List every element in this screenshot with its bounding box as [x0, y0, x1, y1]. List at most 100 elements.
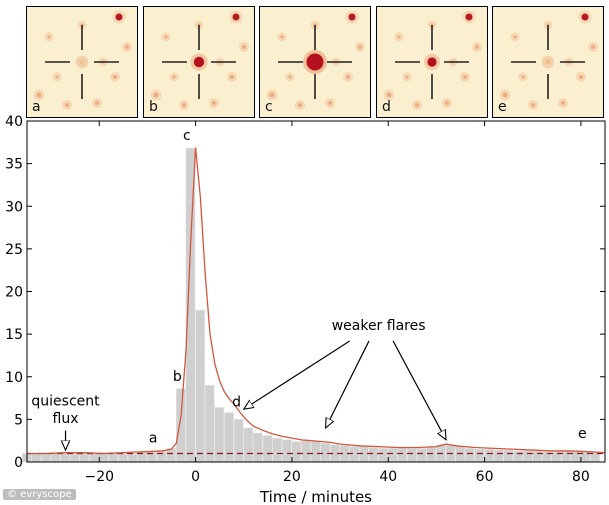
annotation-arrow: [244, 340, 351, 409]
panel-label: b: [149, 99, 158, 115]
panel-image: [266, 10, 365, 110]
background-star: [346, 75, 350, 79]
background-star: [212, 101, 216, 105]
y-tick-label: 5: [14, 412, 23, 428]
histogram-bar: [310, 441, 321, 463]
background-star: [288, 75, 292, 79]
panel-label: c: [265, 99, 273, 115]
background-star: [445, 101, 449, 105]
background-star: [521, 75, 525, 79]
panel-label: a: [32, 99, 41, 115]
background-star: [397, 35, 401, 39]
background-star: [153, 92, 159, 98]
x-tick-label: −20: [84, 469, 114, 485]
background-star: [125, 45, 129, 49]
histogram-bar: [204, 385, 215, 463]
histogram-bar: [503, 449, 514, 463]
histogram-bar: [493, 449, 504, 463]
point-label: c: [183, 128, 191, 144]
background-star: [182, 103, 186, 107]
histogram-bar: [282, 439, 292, 463]
histogram-bar: [243, 427, 254, 463]
y-tick-label: 25: [5, 242, 23, 258]
histogram-bar: [561, 450, 571, 463]
background-star: [328, 101, 332, 105]
background-star: [581, 13, 589, 21]
histogram-bar: [224, 412, 234, 463]
histogram-bar: [320, 442, 331, 463]
histogram-bar: [176, 388, 186, 463]
point-label: d: [232, 395, 241, 411]
background-star: [242, 45, 246, 49]
target-star: [79, 59, 85, 65]
point-label: b: [173, 369, 182, 385]
background-star: [172, 75, 176, 79]
panel-image: [383, 10, 482, 110]
annotation-text: quiescent: [31, 394, 100, 410]
histogram-bar: [426, 447, 437, 463]
histogram-bar: [388, 448, 398, 463]
image-panel-c: c: [259, 6, 371, 118]
credit-label: © evryscope: [3, 489, 76, 500]
histogram-bar: [60, 453, 70, 463]
background-star: [55, 75, 59, 79]
target-star: [193, 56, 205, 68]
y-tick-label: 0: [14, 455, 23, 471]
image-panel-e: e: [492, 6, 604, 118]
histogram-bar: [118, 453, 128, 463]
histogram-bar: [262, 435, 273, 463]
histogram-bar: [156, 450, 167, 463]
y-tick-label: 30: [5, 199, 23, 215]
histogram-bar: [349, 446, 360, 463]
background-star: [36, 92, 42, 98]
panel-label: e: [498, 99, 507, 115]
histogram-bar: [233, 419, 244, 463]
histogram-bar: [41, 453, 51, 463]
background-star: [269, 92, 275, 98]
y-tick-label: 10: [5, 370, 23, 386]
background-star: [232, 13, 240, 21]
histogram-bar: [397, 447, 408, 463]
target-star: [545, 59, 551, 65]
panel-image: [499, 10, 598, 110]
histogram-bar: [513, 450, 523, 463]
y-tick-label: 15: [5, 327, 23, 343]
annotation-text: flux: [53, 411, 79, 427]
histogram-bar: [455, 446, 465, 463]
histogram-bar: [272, 437, 282, 463]
background-star: [405, 75, 409, 79]
x-tick-label: 40: [379, 469, 397, 485]
target-star: [427, 57, 437, 67]
panel-label: d: [382, 99, 391, 115]
background-star: [95, 101, 99, 105]
point-label: a: [149, 430, 158, 446]
histogram-bar: [70, 453, 80, 463]
background-star: [561, 101, 565, 105]
y-tick-label: 35: [5, 157, 23, 173]
background-star: [475, 45, 479, 49]
background-star: [358, 45, 362, 49]
background-star: [298, 103, 302, 107]
histogram-bar: [31, 453, 42, 463]
y-tick-label: 40: [5, 114, 23, 130]
panel-image: [33, 10, 132, 110]
histogram-bar: [378, 448, 388, 463]
background-star: [386, 92, 392, 98]
y-tick-label: 20: [5, 285, 23, 301]
background-star: [280, 35, 284, 39]
x-axis-label: Time / minutes: [259, 488, 372, 505]
histogram-bar: [474, 448, 485, 463]
x-tick-label: 20: [283, 469, 301, 485]
histogram-bar: [465, 448, 475, 463]
histogram-bar: [301, 440, 311, 463]
histogram-bar: [532, 450, 543, 463]
image-panel-d: d: [376, 6, 488, 118]
background-star: [348, 13, 356, 21]
background-star: [531, 103, 535, 107]
background-star: [591, 45, 595, 49]
background-star: [463, 75, 467, 79]
histogram-bar: [253, 432, 263, 463]
background-star: [65, 103, 69, 107]
background-star: [115, 13, 123, 21]
